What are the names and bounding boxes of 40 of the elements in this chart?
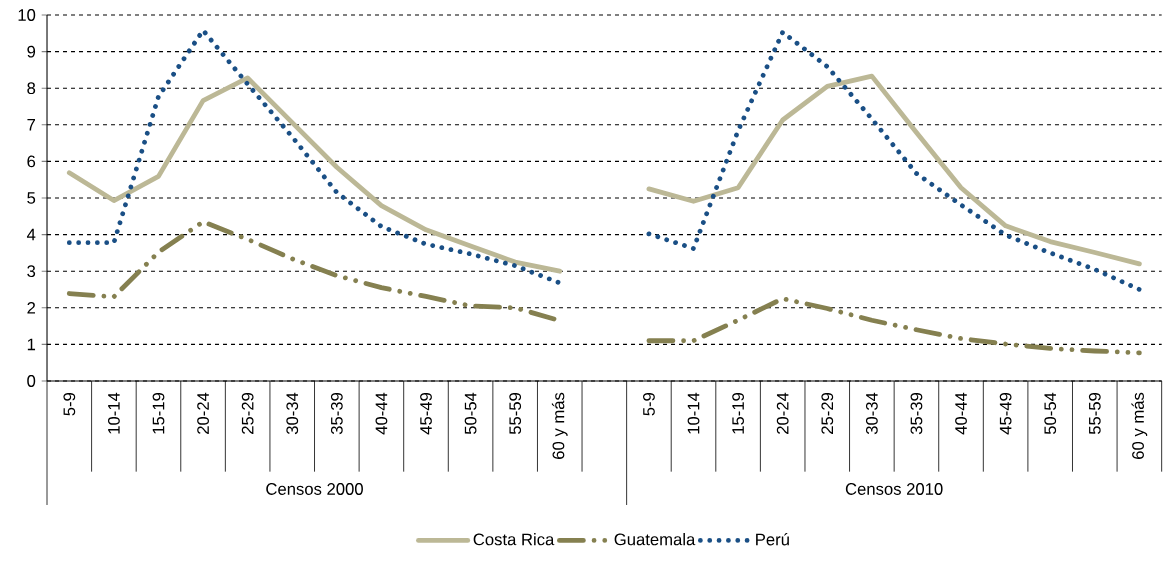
x-tick-label: 35-39: [330, 392, 343, 435]
x-tick-label: 60 y más: [1131, 392, 1148, 459]
y-tick-label: 8: [27, 82, 36, 95]
x-tick-label: 30-34: [865, 392, 878, 435]
x-tick-label: 55-59: [1088, 392, 1101, 435]
y-tick-label: 0: [27, 375, 36, 387]
y-tick-label: 2: [27, 301, 36, 314]
x-tick-label: 40-44: [955, 392, 967, 435]
x-tick-label: 20-24: [197, 392, 209, 434]
x-tick-label: 10-14: [108, 392, 120, 434]
legend-label: Costa Rica: [473, 533, 555, 546]
text: Censos 2010: [845, 483, 943, 495]
x-tick-label: 40-44: [375, 392, 388, 435]
y-tick-label: 9: [27, 45, 36, 58]
x-tick-label: 35-39: [910, 392, 923, 435]
x-tick-label: 50-54: [1044, 392, 1057, 435]
legend-label: Guatemala: [614, 533, 696, 546]
x-tick-label: 15-19: [732, 392, 744, 434]
x-tick-label: 60 y más: [551, 392, 568, 459]
y-tick-label: 5: [27, 192, 36, 204]
x-tick-label: 45-49: [420, 392, 432, 435]
legend-label: Perú: [756, 532, 789, 546]
y-tick-label: 10: [18, 9, 36, 21]
y-tick-label: 3: [27, 265, 36, 278]
x-tick-label: 55-59: [509, 392, 522, 435]
x-tick-label: 20-24: [776, 392, 789, 434]
x-tick-label: 45-49: [999, 392, 1012, 435]
x-tick-label: 50-54: [464, 392, 477, 435]
x-tick-label: 15-19: [152, 392, 165, 434]
y-tick-label: 7: [27, 119, 36, 131]
text: Censos 2000: [266, 483, 363, 495]
x-tick-label: 5-9: [63, 392, 76, 416]
x-tick-label: 10-14: [687, 392, 700, 434]
x-tick-label: 25-29: [241, 392, 254, 434]
y-tick-label: 6: [27, 155, 36, 168]
x-tick-label: 5-9: [643, 392, 655, 416]
y-tick-label: 1: [27, 338, 36, 351]
x-tick-label: 30-34: [286, 392, 299, 435]
y-tick-label: 4: [26, 228, 36, 241]
x-tick-label: 25-29: [821, 392, 834, 434]
